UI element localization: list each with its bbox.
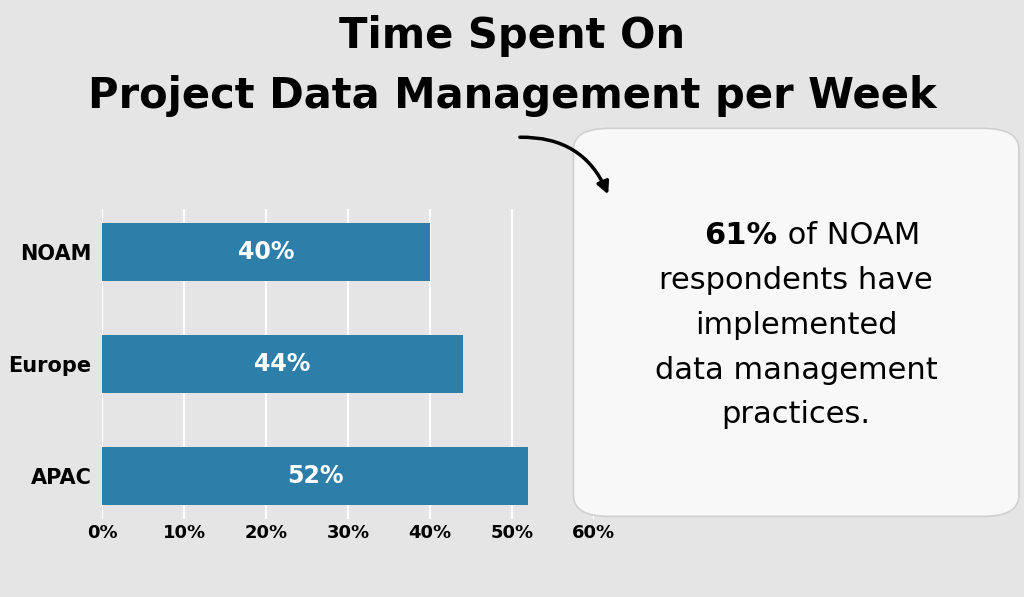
Text: 52%: 52% — [287, 464, 344, 488]
Text: Project Data Management per Week: Project Data Management per Week — [88, 75, 936, 116]
Bar — [102, 335, 463, 393]
Text: respondents have: respondents have — [659, 266, 933, 295]
Text: Time Spent On: Time Spent On — [339, 15, 685, 57]
Text: data management: data management — [654, 356, 938, 384]
Text: 61%: 61% — [705, 221, 777, 250]
Bar — [102, 223, 430, 281]
Text: 40%: 40% — [238, 240, 295, 264]
Text: of NOAM: of NOAM — [778, 221, 920, 250]
Bar — [102, 447, 528, 505]
Text: implemented: implemented — [695, 311, 897, 340]
Text: 44%: 44% — [254, 352, 311, 376]
Text: practices.: practices. — [722, 401, 870, 429]
